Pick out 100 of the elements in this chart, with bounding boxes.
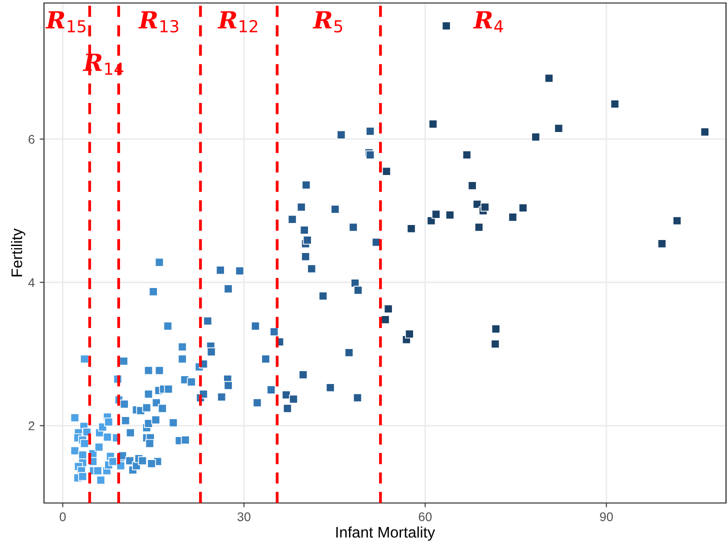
point [108,456,118,466]
annotation: R$_{5}$ [312,11,342,33]
x-tick-label: 60 [418,512,432,522]
point [144,390,153,399]
point [445,210,454,220]
point [158,404,167,413]
point [432,210,441,219]
annotation: R$_{4}$ [473,11,504,32]
point [610,100,620,108]
point [468,181,477,190]
x-tick-label: 90 [600,512,613,522]
point [554,124,564,133]
point [384,304,393,314]
point [216,266,225,275]
point [178,354,187,364]
point [144,419,153,428]
annotation: R$_{12}$ [217,11,258,32]
point [96,476,106,485]
point [353,393,362,402]
x-tick-label: 30 [237,512,250,522]
point [307,264,316,274]
point [151,415,160,424]
annotation: R$_{15}$ [46,11,86,33]
point [119,356,128,366]
point [224,381,233,390]
point [252,398,262,408]
point [348,222,358,232]
point [206,347,216,356]
point [270,327,279,336]
point [350,278,360,288]
point [266,385,276,394]
point [120,400,129,409]
point [531,132,540,142]
point [366,126,375,136]
point [168,418,178,428]
point [336,130,346,140]
point [288,214,297,224]
point [544,74,554,83]
point [508,212,518,222]
point [261,354,270,364]
point [78,472,88,481]
point [404,329,414,338]
point [301,252,310,262]
point [104,418,114,427]
point [302,236,312,245]
point [138,456,147,466]
point [80,439,89,448]
y-tick-label: 6 [28,134,34,144]
point [354,286,363,295]
point [344,348,354,358]
point [148,287,158,296]
point [330,204,340,214]
point [406,224,416,234]
point [298,370,308,380]
point [70,413,80,422]
point [300,226,309,235]
point [142,403,152,412]
point [442,21,451,30]
point [518,203,528,212]
point [80,354,89,364]
point [163,322,172,331]
point [658,239,666,248]
x-tick-label: 0 [60,512,66,522]
point [474,222,484,232]
point [154,366,164,375]
y-tick-label: 2 [28,421,34,430]
point [700,127,710,136]
point [70,446,80,456]
point [380,315,390,324]
point [126,428,135,438]
x-axis-title: Infant Mortality [336,526,436,541]
y-tick-label: 4 [28,278,35,287]
point [144,366,153,375]
point [121,416,130,426]
point [186,377,196,386]
annotation: R$_{13}$ [138,11,178,33]
point [78,450,88,460]
point [672,216,682,226]
point [102,432,112,442]
point [180,435,190,444]
point [94,442,104,452]
point [428,120,438,129]
point [462,150,472,160]
point [289,394,298,404]
point [164,384,173,394]
point [250,322,260,331]
point [147,459,156,468]
point [480,202,490,212]
point [296,202,306,212]
point [93,466,102,476]
point [282,404,292,413]
point [326,383,335,392]
point [235,266,244,276]
point [154,258,164,267]
point [382,166,391,176]
point [145,439,154,448]
point [491,324,500,334]
point [217,392,226,402]
point [490,340,500,348]
y-axis-title: Fertility [11,228,26,276]
